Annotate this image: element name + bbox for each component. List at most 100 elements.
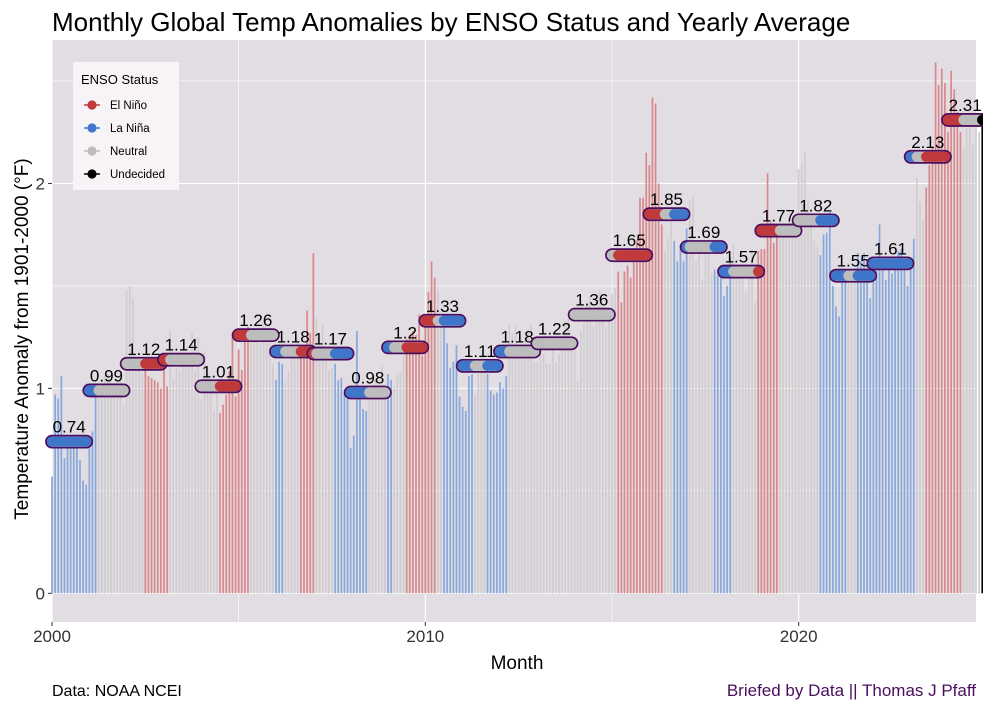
- bar-la-nina: [679, 244, 682, 594]
- bar-neutral: [524, 337, 526, 594]
- bar-la-nina: [860, 261, 862, 594]
- bar-neutral: [698, 246, 700, 594]
- bar-la-nina: [343, 390, 346, 594]
- bar-neutral: [707, 246, 710, 594]
- bar-neutral: [975, 113, 977, 594]
- legend-label: El Niño: [110, 100, 147, 112]
- average-label: 1.18: [277, 327, 310, 346]
- bar-neutral: [567, 312, 570, 594]
- bar-neutral: [194, 369, 196, 594]
- average-label: 1.22: [538, 319, 571, 338]
- bar-la-nina: [69, 439, 72, 594]
- bar-la-nina: [349, 447, 352, 594]
- y-tick-label: 0: [36, 584, 45, 603]
- bar-neutral: [968, 121, 971, 594]
- bar-la-nina: [872, 265, 875, 594]
- bar-neutral: [972, 144, 974, 594]
- credit-caption: Briefed by Data || Thomas J Pfaff: [727, 681, 976, 700]
- bar-el-nino: [163, 355, 165, 594]
- bar-el-nino: [222, 404, 224, 594]
- bar-neutral: [710, 273, 713, 594]
- bar-neutral: [788, 212, 791, 594]
- bar-la-nina: [72, 441, 75, 594]
- bar-el-nino: [300, 355, 302, 594]
- bar-el-nino: [228, 371, 231, 594]
- bar-neutral: [916, 177, 918, 594]
- average-dot: [678, 208, 689, 220]
- bar-neutral: [604, 326, 607, 594]
- legend-item: Neutral: [84, 146, 147, 158]
- bar-neutral: [580, 331, 582, 594]
- bar-la-nina: [57, 398, 60, 594]
- average-dot: [977, 114, 983, 126]
- bar-la-nina: [60, 376, 63, 594]
- bar-la-nina: [390, 380, 392, 594]
- bar-neutral: [608, 316, 610, 594]
- legend-dot: [87, 123, 97, 133]
- bar-el-nino: [763, 249, 766, 594]
- bar-la-nina: [906, 285, 909, 594]
- bar-la-nina: [912, 238, 915, 594]
- bar-el-nino: [405, 339, 408, 594]
- bar-neutral: [782, 236, 784, 594]
- bar-la-nina: [828, 212, 831, 594]
- bar-neutral: [595, 300, 598, 594]
- bar-la-nina: [489, 390, 492, 594]
- average-label: 1.11: [464, 342, 496, 361]
- bar-el-nino: [931, 146, 934, 594]
- yearly-average-2000: 0.74: [45, 418, 94, 449]
- bar-neutral: [119, 371, 122, 594]
- bar-neutral: [847, 275, 850, 594]
- bar-neutral: [396, 374, 399, 594]
- bar-la-nina: [334, 363, 336, 594]
- bar-el-nino: [632, 259, 635, 594]
- bar-neutral: [919, 201, 921, 594]
- bar-el-nino: [956, 111, 959, 594]
- legend-label: Undecided: [110, 169, 165, 181]
- bar-neutral: [122, 404, 125, 594]
- bar-neutral: [250, 328, 252, 594]
- average-dot: [753, 266, 764, 277]
- bar-la-nina: [337, 380, 340, 594]
- average-label: 1.82: [799, 196, 832, 215]
- bar-la-nina: [502, 388, 504, 594]
- bar-la-nina: [866, 265, 868, 594]
- chart-title: Monthly Global Temp Anomalies by ENSO St…: [52, 7, 850, 37]
- average-dot: [827, 215, 839, 226]
- bar-neutral: [592, 326, 595, 594]
- bar-la-nina: [673, 240, 676, 594]
- bar-el-nino: [766, 173, 769, 594]
- bar-el-nino: [427, 292, 430, 594]
- yearly-average-2023: 2.13: [903, 133, 952, 164]
- bar-la-nina: [505, 376, 508, 594]
- bar-neutral: [268, 341, 271, 594]
- bar-neutral: [555, 361, 557, 594]
- bar-neutral: [188, 357, 190, 594]
- yearly-average-2008: 0.98: [343, 368, 392, 400]
- average-label: 2.13: [911, 133, 944, 152]
- average-dot: [790, 225, 801, 236]
- bar-el-nino: [623, 271, 626, 594]
- bar-neutral: [804, 152, 806, 594]
- bar-neutral: [965, 128, 968, 594]
- bar-el-nino: [934, 62, 937, 594]
- bar-neutral: [514, 324, 517, 594]
- yearly-average-2021: 1.55: [829, 252, 878, 283]
- bar-neutral: [692, 195, 694, 594]
- bar-neutral: [393, 386, 396, 594]
- bar-neutral: [542, 353, 545, 594]
- bar-el-nino: [147, 376, 150, 594]
- bar-neutral: [175, 367, 178, 594]
- legend-dot: [87, 169, 97, 179]
- bar-neutral: [253, 339, 256, 594]
- bar-neutral: [477, 374, 480, 594]
- bar-neutral: [738, 265, 741, 594]
- bar-neutral: [284, 382, 287, 594]
- monthly-bars: [51, 62, 983, 594]
- bar-la-nina: [863, 253, 865, 594]
- average-dot: [566, 338, 577, 349]
- average-dot: [379, 387, 391, 398]
- bar-el-nino: [769, 222, 772, 594]
- bar-neutral: [800, 162, 803, 594]
- bar-neutral: [132, 298, 134, 594]
